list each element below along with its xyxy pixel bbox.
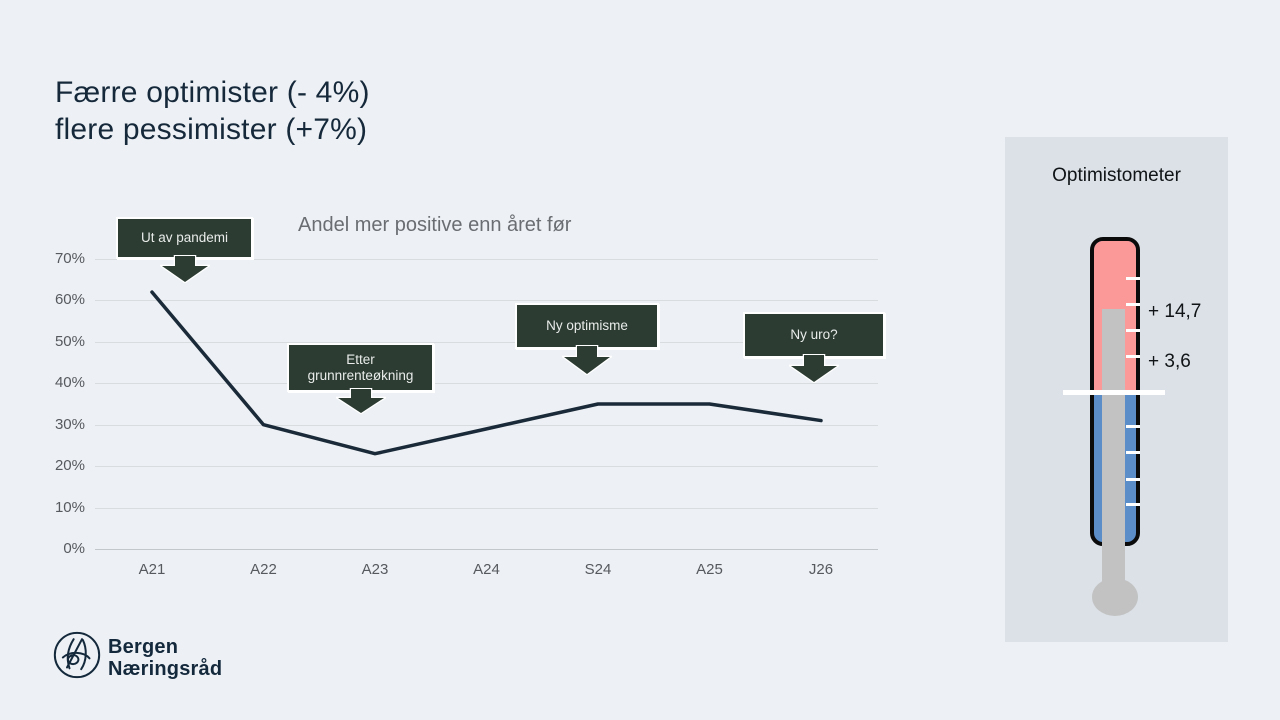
y-axis-labels: 70% 60% 50% 40% 30% 20% 10% 0% (30, 250, 85, 557)
y-tick-label: 40% (54, 374, 85, 392)
y-tick-label: 60% (54, 291, 85, 309)
y-tick-label: 50% (54, 332, 85, 350)
gridline (95, 507, 878, 509)
line-chart-plot-area: A21 A22 A23 A24 S24 A25 J26 (95, 259, 878, 578)
reading-current: + 14,7 (1148, 301, 1202, 322)
line-series-path (150, 290, 823, 456)
org-name-line1: Bergen (108, 636, 179, 658)
x-tick-label: J26 (808, 561, 834, 578)
slide-title-line2: flere pessimister (+7%) (55, 113, 368, 146)
org-name: Bergen Næringsråd (108, 636, 222, 680)
down-arrow-icon (335, 388, 386, 414)
callout-label: Ny optimisme (546, 318, 628, 333)
thermometer-zero-line (1063, 390, 1165, 395)
y-tick-label: 0% (63, 540, 85, 557)
gridline (95, 383, 878, 385)
callout-label: Etter grunnrenteøkning (307, 351, 414, 383)
thermometer-tick (1126, 303, 1140, 306)
thermometer-tick (1126, 425, 1140, 428)
callout-etter-grunnrenteokning: Etter grunnrenteøkning (287, 343, 434, 414)
thermometer-tick (1126, 451, 1140, 454)
gridline (95, 466, 878, 468)
x-tick-label: A22 (250, 561, 277, 578)
y-tick-label: 70% (54, 250, 85, 267)
thermometer-tick (1126, 503, 1140, 506)
y-tick-label: 30% (54, 415, 85, 433)
x-tick-label: A23 (361, 561, 389, 578)
gridline (95, 549, 878, 550)
thermometer-mercury-column (1102, 309, 1125, 599)
optimistometer-title: Optimistometer (1052, 165, 1181, 186)
callout-ny-uro: Ny uro? (743, 312, 885, 383)
callout-label: Ny uro? (790, 327, 838, 342)
y-tick-label: 20% (54, 457, 85, 475)
callout-label: Ut av pandemi (140, 230, 229, 245)
x-tick-label: A25 (696, 561, 723, 578)
org-name-line2: Næringsråd (108, 658, 223, 680)
gridline (95, 259, 878, 260)
gridline (95, 424, 878, 426)
slide-title: Færre optimister (- 4%) flere pessimiste… (55, 74, 370, 148)
down-arrow-icon (159, 255, 210, 283)
thermometer-tick (1126, 329, 1140, 332)
callout-ny-optimisme: Ny optimisme (515, 303, 659, 375)
chart-title: Andel mer positive enn året før (298, 214, 572, 236)
down-arrow-icon (789, 354, 839, 383)
optimism-line-series (150, 290, 823, 456)
bergen-naeringsrad-logo-icon (53, 631, 101, 679)
thermometer-tick (1126, 277, 1140, 280)
slide-title-line1: Færre optimister (- 4%) (55, 76, 370, 109)
thermometer-tick (1126, 355, 1140, 358)
down-arrow-icon (562, 345, 612, 375)
optimistometer-panel: Optimistometer + 14,7 + 3,6 (1005, 137, 1228, 642)
gridline (95, 341, 878, 343)
callout-ut-av-pandemi: Ut av pandemi (116, 217, 253, 283)
reading-previous: + 3,6 (1148, 351, 1191, 372)
y-tick-label: 10% (54, 498, 85, 516)
x-tick-label: S24 (584, 561, 612, 578)
thermometer-tick (1126, 478, 1140, 481)
x-tick-label: A24 (473, 561, 500, 578)
x-tick-label: A21 (138, 561, 166, 578)
gridline (95, 300, 878, 302)
